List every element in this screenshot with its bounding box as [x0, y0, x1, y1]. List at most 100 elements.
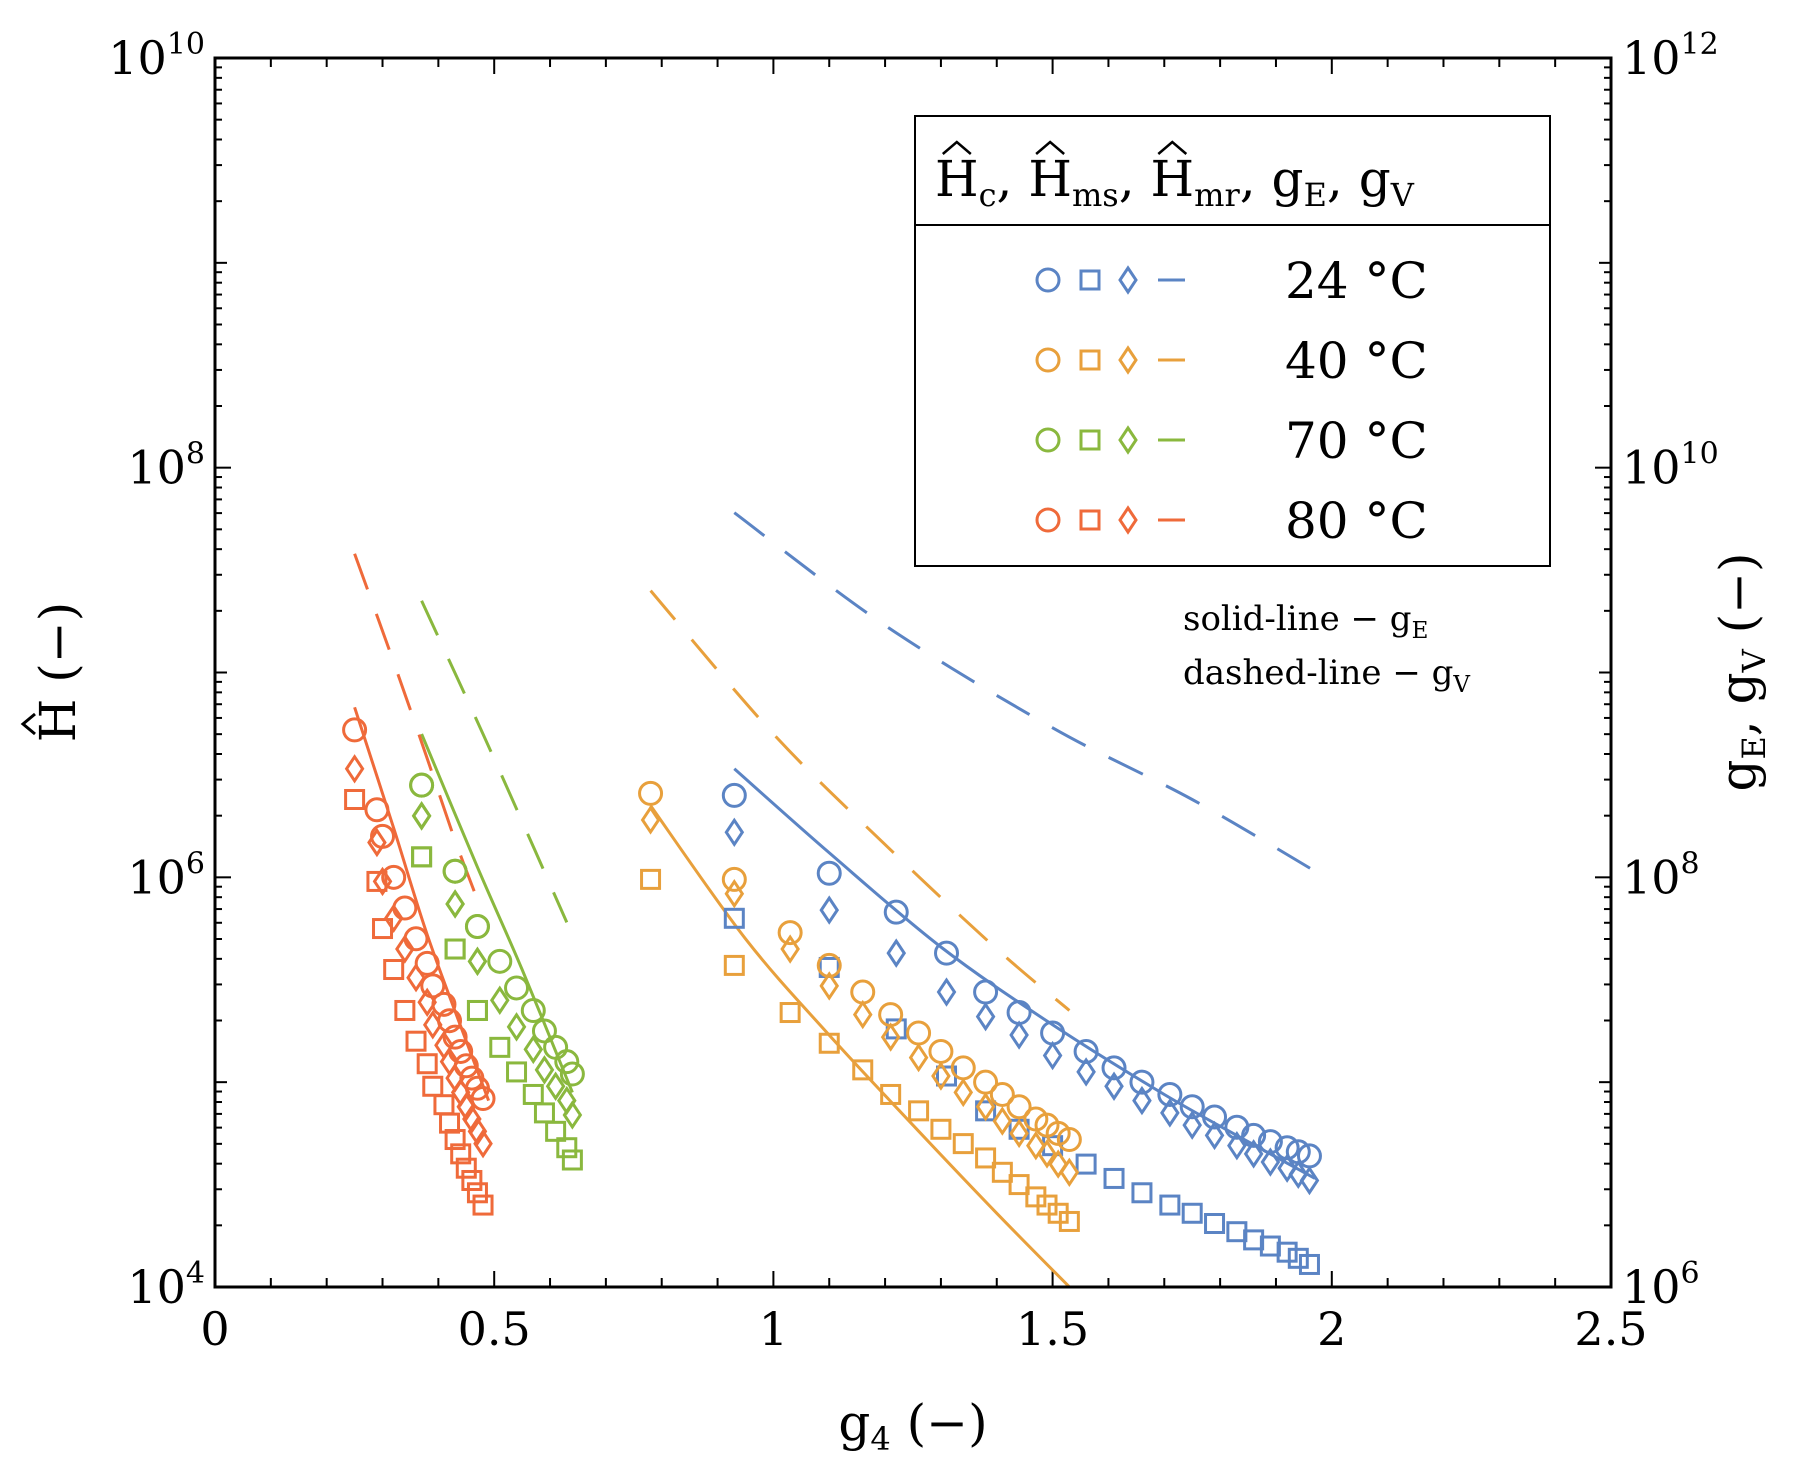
y-left-axis-title: H (−) [20, 602, 87, 743]
point-Hms [1131, 1182, 1153, 1204]
point-Hmr [908, 1042, 929, 1073]
series-markers [342, 717, 1322, 1275]
point-Hc [381, 864, 407, 890]
point-Hc [1056, 1127, 1082, 1153]
point-Hmr [1288, 1159, 1309, 1190]
point-Hms [411, 846, 433, 868]
point-Hmr [1132, 1085, 1152, 1116]
point-Hc [878, 1002, 904, 1028]
point-Hms [1276, 1241, 1298, 1263]
point-Hc [409, 772, 435, 798]
point-Hms [472, 1194, 494, 1216]
point-Hmr [411, 801, 432, 831]
point-Hc [973, 979, 999, 1005]
point-Hms [444, 1129, 466, 1151]
legend-marker-diamond [1118, 425, 1138, 455]
point-Hc [906, 1020, 932, 1046]
y-right-tick-label-base: 10 [1622, 1260, 1681, 1314]
legend-header-sub: E [1304, 176, 1327, 214]
point-Hms [466, 1182, 488, 1204]
x-tick-label: 1 [759, 1302, 788, 1356]
point-Hc [520, 997, 546, 1023]
point-Hmr [936, 977, 957, 1007]
y-left-tick-label-base: 10 [127, 850, 186, 904]
legend-hat [1035, 140, 1065, 155]
note-text: dashed-line − g [1183, 653, 1453, 693]
point-Hmr [819, 895, 840, 925]
y-left-tick-label-exp: 8 [186, 437, 205, 472]
point-Hms [852, 1059, 874, 1081]
point-Hc [403, 926, 429, 952]
legend-hat [941, 140, 972, 155]
point-Hc [1073, 1038, 1099, 1064]
point-Hc [487, 948, 513, 974]
point-Hmr [383, 903, 404, 934]
point-Hc [777, 920, 803, 946]
point-Hc [1179, 1094, 1205, 1120]
point-Hmr [1042, 1040, 1063, 1071]
legend-row: 80 °C [1035, 492, 1428, 550]
legend-header-symbol: H [935, 150, 979, 208]
point-Hc [504, 975, 530, 1001]
point-Hms [1204, 1213, 1226, 1235]
legend-rows: 24 °C 40 °C 70 °C 80 °C [1035, 252, 1428, 550]
point-Hmr [506, 1012, 527, 1042]
series-lines [353, 511, 1316, 1289]
legend-header-symbol: H [1151, 150, 1195, 208]
legend-label: 24 °C [1285, 252, 1428, 310]
y-right-axis-title-sub1: E [1735, 736, 1773, 759]
y-left-tick-label-exp: 4 [186, 1256, 205, 1291]
point-Hmr [395, 934, 415, 964]
point-Hc [1129, 1069, 1155, 1095]
point-Hmr [1277, 1153, 1297, 1183]
point-Hc [420, 973, 446, 999]
legend-header: Hc, Hms, Hmr, gE, gV [935, 140, 1415, 214]
point-Hms [422, 1075, 444, 1097]
point-Hmr [489, 985, 510, 1015]
legend-row: 24 °C [1035, 252, 1428, 310]
legend-header-sep: , [1240, 150, 1272, 208]
point-Hmr [992, 1106, 1013, 1136]
point-Hc [1157, 1081, 1183, 1107]
point-Hmr [1299, 1165, 1320, 1196]
point-Hmr [880, 1022, 901, 1052]
x-tick-label: 2.5 [1574, 1302, 1647, 1356]
y-left-axis-title-main: H [29, 699, 87, 743]
point-Hc [554, 1049, 580, 1075]
y-right-tick-label: 106 [1622, 1256, 1700, 1314]
y-left-axis-title-hat [20, 712, 36, 736]
note-sub: E [1412, 618, 1429, 644]
point-Hc [816, 860, 842, 886]
y-right-axis-title-g1: g [1709, 760, 1767, 792]
point-Hms [908, 1100, 930, 1122]
point-Hms [991, 1161, 1013, 1183]
x-axis-title: g4 (−) [838, 1394, 987, 1458]
legend-marker-circle [1035, 267, 1061, 293]
point-Hc [934, 940, 960, 966]
point-Hms [952, 1133, 974, 1155]
point-Hmr [467, 946, 488, 977]
y-right-tick-label-exp: 8 [1681, 846, 1700, 881]
legend-marker-diamond [1118, 345, 1138, 375]
point-Hms [1298, 1253, 1320, 1275]
gE-line-1 [649, 804, 1071, 1289]
point-Hmr [467, 1116, 488, 1147]
point-Hc [721, 866, 747, 892]
point-Hmr [467, 946, 488, 977]
legend-header-symbol: g [1272, 150, 1304, 208]
point-Hc [437, 1008, 463, 1034]
point-Hmr [1243, 1139, 1264, 1169]
point-Hmr [1204, 1120, 1225, 1151]
legend-header-text: Hc, Hms, Hmr, gE, gV [935, 150, 1415, 214]
point-Hms [489, 1036, 511, 1058]
legend-header-sub: V [1390, 176, 1415, 214]
point-Hms [461, 1169, 483, 1191]
legend-header-sep: , [997, 150, 1029, 208]
point-Hc [464, 913, 490, 939]
point-Hms [522, 1083, 544, 1105]
point-Hmr [462, 1104, 482, 1134]
y-left-tick-label-base: 10 [127, 1260, 186, 1314]
legend-row: 70 °C [1035, 412, 1428, 470]
y-left-tick-label-exp: 10 [167, 27, 205, 62]
point-Hms [640, 868, 662, 890]
